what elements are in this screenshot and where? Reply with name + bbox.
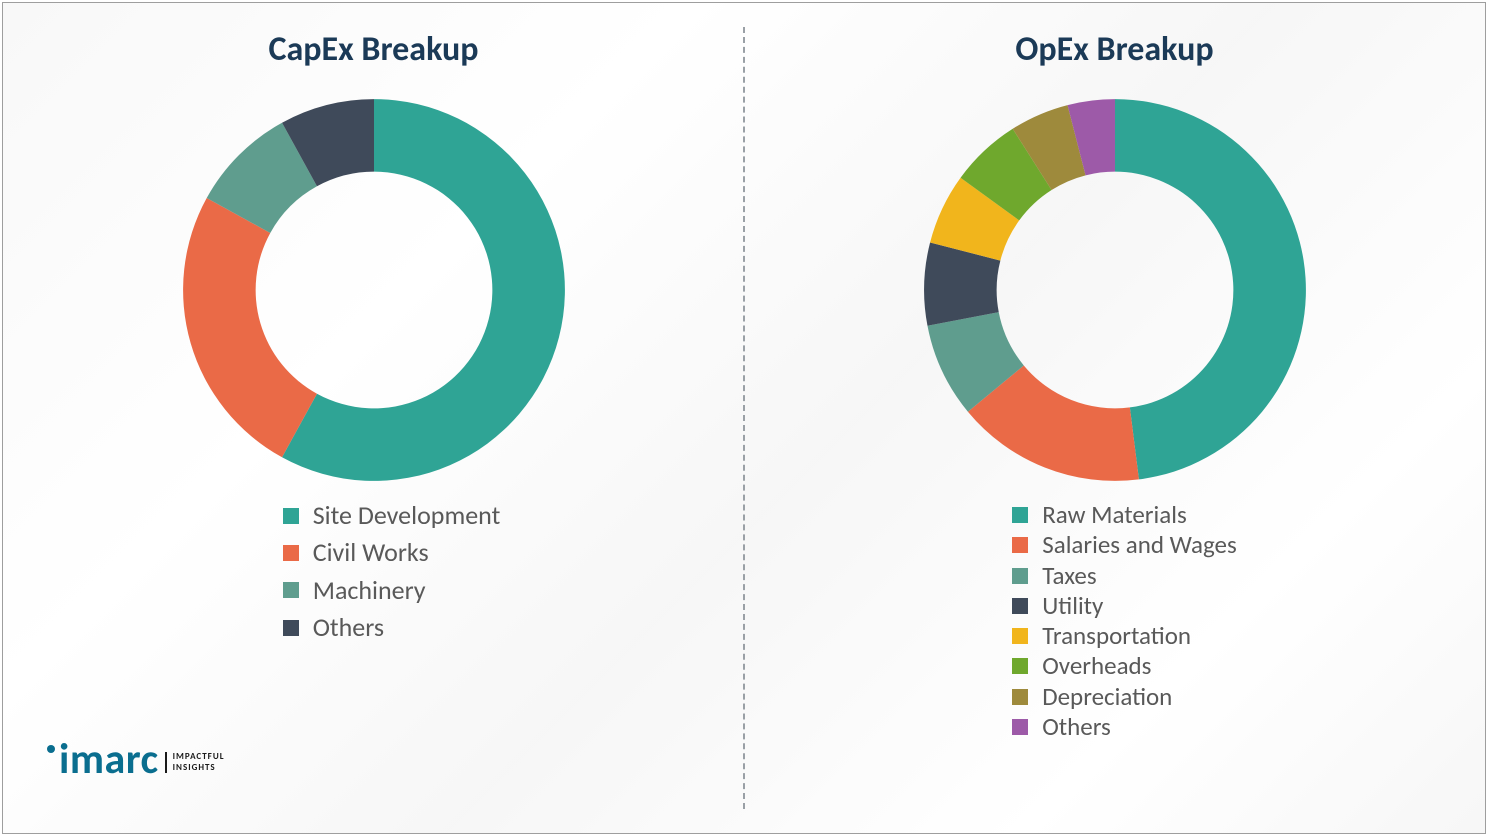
legend-swatch-icon [283, 508, 299, 524]
legend-label: Taxes [1042, 563, 1096, 589]
legend-item: Others [1012, 714, 1111, 740]
brand-dot-icon [47, 745, 55, 753]
opex-donut-wrap [905, 80, 1325, 500]
legend-label: Others [313, 614, 384, 641]
brand-logo: imarc IMPACTFUL INSIGHTS [47, 734, 225, 785]
legend-swatch-icon [283, 545, 299, 561]
brand-tagline-line1: IMPACTFUL [173, 752, 225, 762]
capex-legend: Site Development Civil Works Machinery Othe… [283, 502, 501, 641]
legend-label: Raw Materials [1042, 502, 1187, 528]
legend-swatch-icon [1012, 537, 1028, 553]
legend-item: Transportation [1012, 623, 1191, 649]
legend-item: Overheads [1012, 653, 1151, 679]
legend-item: Machinery [283, 577, 426, 604]
outer-frame: CapEx Breakup Site Development Civil Work… [2, 2, 1486, 834]
legend-swatch-icon [1012, 507, 1028, 523]
legend-item: Salaries and Wages [1012, 532, 1237, 558]
legend-item: Raw Materials [1012, 502, 1187, 528]
capex-panel: CapEx Breakup Site Development Civil Work… [3, 3, 744, 833]
legend-swatch-icon [283, 582, 299, 598]
legend-swatch-icon [1012, 719, 1028, 735]
legend-swatch-icon [1012, 598, 1028, 614]
legend-label: Utility [1042, 593, 1103, 619]
legend-item: Civil Works [283, 539, 429, 566]
legend-swatch-icon [1012, 689, 1028, 705]
legend-item: Others [283, 614, 384, 641]
brand-word: imarc [59, 734, 159, 785]
legend-label: Depreciation [1042, 684, 1172, 710]
legend-item: Taxes [1012, 563, 1096, 589]
legend-item: Site Development [283, 502, 501, 529]
legend-item: Utility [1012, 593, 1103, 619]
content-row: CapEx Breakup Site Development Civil Work… [3, 3, 1485, 833]
legend-item: Depreciation [1012, 684, 1172, 710]
opex-panel: OpEx Breakup Raw Materials Salaries and W… [744, 3, 1485, 833]
opex-title: OpEx Breakup [1015, 29, 1213, 70]
legend-label: Site Development [313, 502, 501, 529]
legend-label: Machinery [313, 577, 426, 604]
opex-donut-chart [905, 80, 1325, 500]
opex-legend: Raw Materials Salaries and Wages Taxes Util… [1012, 502, 1237, 740]
brand-tagline: IMPACTFUL INSIGHTS [165, 752, 225, 773]
legend-label: Civil Works [313, 539, 429, 566]
legend-swatch-icon [1012, 658, 1028, 674]
donut-slice [1115, 99, 1306, 479]
brand-tagline-line2: INSIGHTS [173, 763, 225, 773]
capex-donut-wrap [164, 80, 584, 500]
legend-swatch-icon [1012, 628, 1028, 644]
legend-label: Transportation [1042, 623, 1191, 649]
legend-swatch-icon [283, 620, 299, 636]
legend-label: Others [1042, 714, 1111, 740]
capex-donut-chart [164, 80, 584, 500]
donut-slice [183, 198, 317, 457]
legend-label: Overheads [1042, 653, 1151, 679]
capex-title: CapEx Breakup [269, 29, 479, 70]
legend-swatch-icon [1012, 568, 1028, 584]
legend-label: Salaries and Wages [1042, 532, 1237, 558]
